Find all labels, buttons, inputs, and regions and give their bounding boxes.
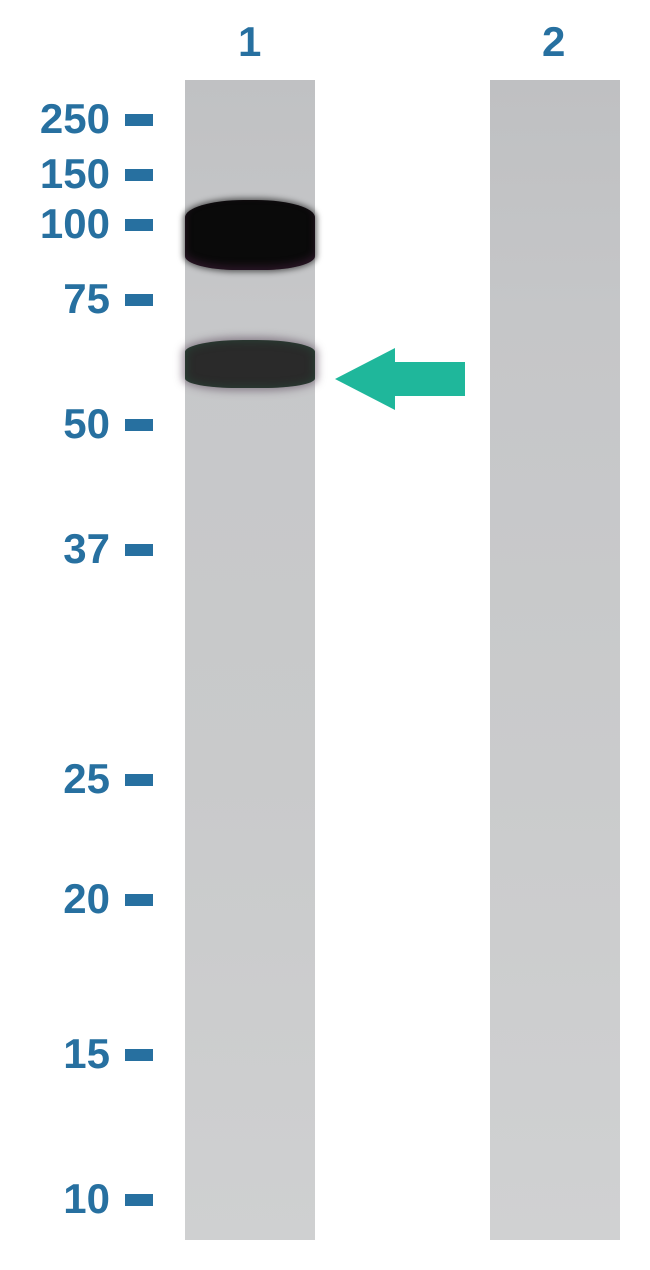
band (185, 340, 315, 388)
mw-label: 50 (0, 400, 110, 448)
lane-2 (490, 80, 620, 1240)
lane-label-1: 1 (238, 18, 261, 66)
mw-tick (125, 114, 153, 126)
lane-1 (185, 80, 315, 1240)
mw-tick (125, 219, 153, 231)
mw-tick (125, 1049, 153, 1061)
arrow-head-icon (335, 348, 395, 410)
mw-tick (125, 544, 153, 556)
mw-tick (125, 169, 153, 181)
mw-label: 15 (0, 1030, 110, 1078)
mw-tick (125, 294, 153, 306)
blot-container: 1 2 250 150100 75 50 37 25 20 15 10 (0, 0, 650, 1270)
mw-label: 100 (0, 200, 110, 248)
mw-tick (125, 774, 153, 786)
mw-label: 20 (0, 875, 110, 923)
mw-label: 10 (0, 1175, 110, 1223)
mw-label: 37 (0, 525, 110, 573)
lane-label-2: 2 (542, 18, 565, 66)
mw-label: 150 (0, 150, 110, 198)
band (185, 200, 315, 270)
mw-tick (125, 1194, 153, 1206)
arrow-shaft (395, 362, 465, 396)
mw-label: 75 (0, 275, 110, 323)
mw-tick (125, 419, 153, 431)
mw-label: 25 (0, 755, 110, 803)
mw-tick (125, 894, 153, 906)
mw-label: 250 (0, 95, 110, 143)
